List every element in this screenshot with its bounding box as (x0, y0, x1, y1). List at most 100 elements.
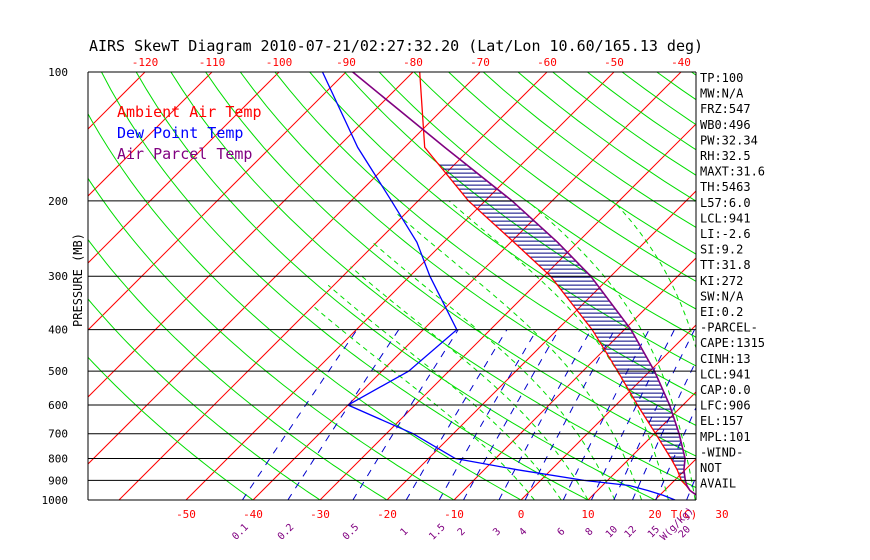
mixing-ratio-tick-label: 0.1 (230, 522, 251, 543)
dry-adiabat-line (761, 72, 870, 509)
pressure-tick-label: 700 (48, 428, 68, 441)
legend-air-parcel-temp: Air Parcel Temp (117, 145, 252, 163)
index-item: LFC:906 (700, 399, 751, 413)
isotherm-line (654, 458, 696, 500)
index-item: MAXT:31.6 (700, 165, 765, 179)
index-item: MW:N/A (700, 87, 744, 101)
dry-adiabat-line (274, 72, 696, 396)
mixing-ratio-tick-label: 3 (491, 526, 503, 538)
mixing-ratio-line (613, 329, 695, 500)
dry-adiabat-line (656, 72, 696, 101)
moist-adiabat-line (526, 200, 696, 500)
dry-adiabat-line (101, 72, 590, 500)
top-temp-tick-label: -80 (403, 56, 423, 69)
index-item: SW:N/A (700, 289, 744, 303)
top-temp-tick-label: -70 (470, 56, 490, 69)
index-item: RH:32.5 (700, 149, 751, 163)
dry-adiabat-line (88, 112, 523, 500)
dry-adiabat-line (482, 72, 696, 228)
dry-adiabat-line (88, 356, 254, 500)
mixing-ratio-tick-label: 1 (398, 526, 410, 538)
index-item: LCL:941 (700, 211, 751, 225)
isotherm-line (88, 72, 414, 398)
mixing-ratio-tick-label: 4 (517, 526, 529, 538)
moist-adiabat-line (311, 304, 535, 500)
bottom-temp-tick-label: 20 (648, 508, 661, 521)
top-temp-tick-label: -50 (604, 56, 624, 69)
index-item: FRZ:547 (700, 102, 751, 116)
isotherm-line (520, 324, 696, 500)
mixing-ratio-tick-label: 12 (623, 524, 639, 540)
dry-adiabat-line (205, 72, 696, 457)
top-temp-tick-label: -40 (671, 56, 691, 69)
pressure-tick-label: 300 (48, 270, 68, 283)
dry-adiabat-line (88, 177, 456, 500)
mixing-ratio-tick-label: 6 (556, 526, 568, 538)
top-temp-tick-label: -90 (336, 56, 356, 69)
pressure-tick-label: 600 (48, 399, 68, 412)
mixing-ratio-line (405, 329, 508, 500)
dry-adiabat-line (88, 238, 388, 500)
mixing-ratio-tick-label: 0.2 (276, 522, 297, 543)
moist-adiabat-line (327, 284, 562, 500)
bottom-temp-tick-label: 30 (715, 508, 728, 521)
isotherm-line (252, 72, 682, 500)
air-parcel-temp-line (352, 72, 696, 496)
isotherm-line (856, 72, 870, 500)
top-temp-tick-label: -120 (132, 56, 159, 69)
index-item: TT:31.8 (700, 258, 751, 272)
dry-adiabat-line (170, 72, 696, 489)
isotherm-line (88, 72, 347, 331)
isotherm-line (88, 72, 280, 264)
moist-adiabat-line (397, 213, 643, 500)
index-item: -WIND- (700, 445, 743, 459)
index-item: PW:32.34 (700, 133, 758, 147)
dew-point-temp-line (321, 72, 676, 500)
top-temp-tick-label: -110 (199, 56, 226, 69)
isotherm-line (88, 72, 481, 465)
mixing-ratio-line (590, 329, 675, 500)
moist-adiabat-line (762, 201, 776, 500)
dry-adiabat-line (517, 72, 696, 202)
index-item: TP:100 (700, 71, 743, 85)
dry-adiabat-line (413, 72, 696, 282)
index-item: SI:9.2 (700, 243, 743, 257)
moist-adiabat-line (372, 241, 616, 500)
dry-adiabat-line (135, 72, 657, 500)
index-item: EL:157 (700, 414, 743, 428)
bottom-temp-tick-label: -40 (243, 508, 263, 521)
isotherm-line (0, 72, 11, 500)
pressure-tick-label: 100 (48, 66, 68, 79)
top-temp-tick-label: -60 (537, 56, 557, 69)
isotherm-line (453, 257, 696, 500)
index-item: L57:6.0 (700, 196, 751, 210)
moist-adiabat-line (350, 266, 589, 500)
bottom-temp-tick-label: 0 (518, 508, 525, 521)
dry-adiabat-line (796, 72, 870, 509)
pressure-tick-label: 900 (48, 474, 68, 487)
isotherm-line (789, 72, 870, 500)
dry-adiabat-line (865, 72, 870, 509)
bottom-temp-tick-label: -50 (176, 508, 196, 521)
mixing-ratio-line (764, 330, 829, 500)
index-item: -PARCEL- (700, 321, 758, 335)
dry-adiabat-line (448, 72, 696, 255)
cape-hatching (439, 164, 685, 478)
isotherm-line (118, 72, 548, 500)
bottom-temp-tick-label: -10 (444, 508, 464, 521)
dry-adiabat-line (830, 72, 870, 509)
pressure-tick-label: 500 (48, 365, 68, 378)
sounding-series (321, 72, 696, 500)
mixing-ratio-tick-label: 1.5 (427, 522, 448, 543)
mixing-ratio-tick-label: 0.5 (341, 522, 362, 543)
index-item: KI:272 (700, 274, 743, 288)
isotherm-line (319, 123, 696, 500)
chart-title: AIRS SkewT Diagram 2010-07-21/02:27:32.2… (89, 37, 703, 55)
legend: Ambient Air Temp Dew Point Temp Air Parc… (117, 103, 262, 163)
dry-adiabat-line (344, 72, 696, 338)
index-item: EI:0.2 (700, 305, 743, 319)
pressure-tick-label: 800 (48, 453, 68, 466)
bottom-temp-tick-label: 10 (581, 508, 594, 521)
